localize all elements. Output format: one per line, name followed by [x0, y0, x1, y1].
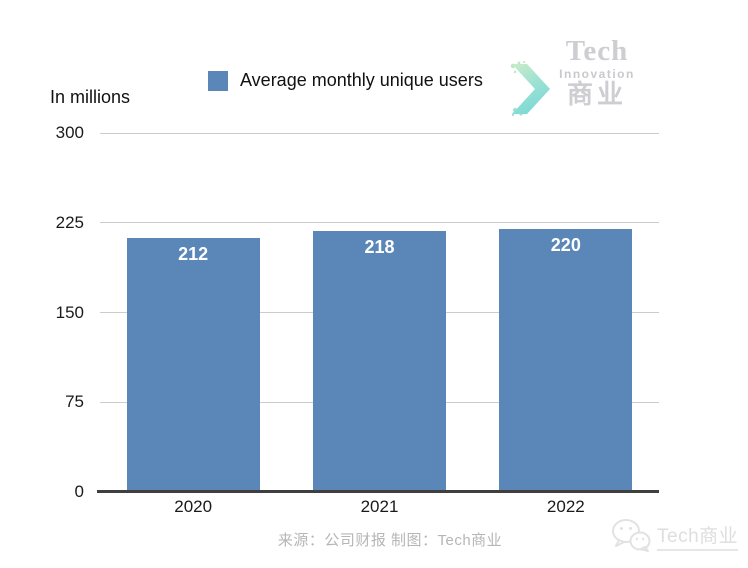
bar-value-label: 220 [550, 234, 581, 255]
legend: Average monthly unique users [208, 70, 483, 91]
y-axis-units-label: In millions [50, 87, 131, 107]
brand-name-cn: 商业 [566, 79, 627, 109]
legend-label: Average monthly unique users [240, 70, 483, 90]
source-note: 来源：公司财报 制图：Tech商业 [277, 532, 503, 549]
wechat-name-cn: 商业 [699, 526, 739, 547]
brand-tagline: Innovation [559, 67, 635, 81]
y-gridline [100, 132, 659, 134]
wechat-icon [612, 519, 651, 552]
y-gridline [100, 222, 659, 224]
bar-value-label: 218 [364, 237, 395, 258]
y-tick-label: 75 [65, 392, 84, 412]
x-axis-label: 2022 [546, 497, 585, 516]
y-tick-label: 300 [55, 123, 84, 142]
bar-2021: 218 [313, 231, 446, 492]
y-tick-label: 225 [55, 212, 84, 232]
y-tick-label: 0 [74, 482, 84, 501]
bar-2022: 220 [499, 228, 633, 492]
wechat-name-en: Tech [657, 526, 700, 547]
wechat-account-name: Tech商业 [657, 521, 739, 551]
x-axis-label: 2020 [174, 497, 213, 516]
brand-name: Tech [565, 35, 629, 67]
chevron-arrow-icon [510, 61, 550, 117]
x-axis-line [97, 490, 659, 493]
brand-text: Tech Innovation 商业 [549, 36, 645, 108]
y-tick-label: 150 [55, 302, 84, 322]
bar-2020: 212 [126, 238, 260, 492]
bar-value-label: 212 [178, 244, 209, 265]
wechat-watermark: Tech商业 [610, 518, 739, 554]
x-axis-label: 2021 [360, 497, 399, 516]
legend-swatch [208, 70, 228, 91]
